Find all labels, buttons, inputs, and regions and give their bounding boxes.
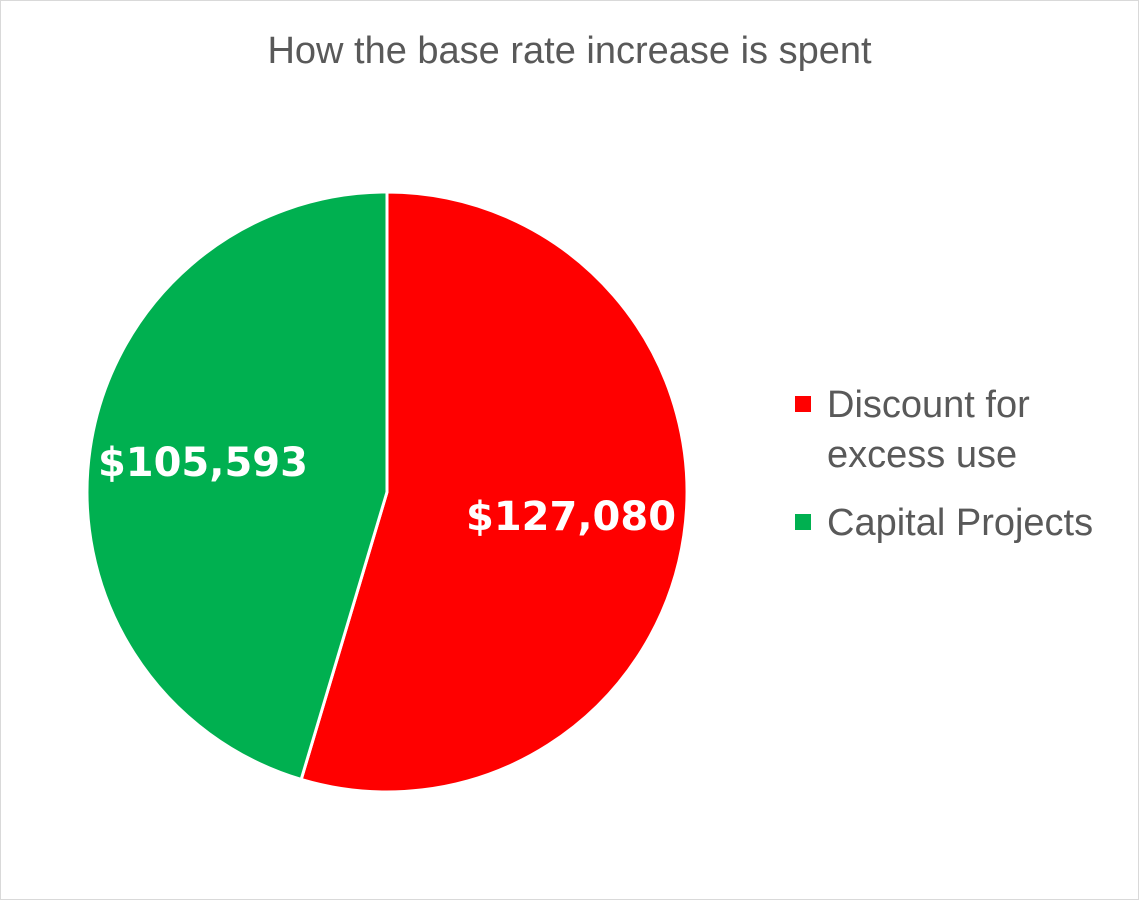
chart-legend: Discount for excess use Capital Projects bbox=[795, 380, 1093, 566]
slice-labels: $127,080 $105,593 bbox=[98, 440, 676, 540]
pie-slices bbox=[85, 190, 689, 794]
legend-item-discount: Discount for excess use bbox=[795, 380, 1093, 480]
legend-item-capital-projects: Capital Projects bbox=[795, 498, 1093, 548]
pie-slice-discount bbox=[299, 190, 689, 794]
legend-label-discount-line-1: Discount for bbox=[827, 384, 1030, 426]
slice-label-discount: $127,080 bbox=[466, 494, 676, 540]
legend-key-capital-projects bbox=[795, 514, 811, 530]
legend-label-discount-line-2: excess use bbox=[827, 434, 1018, 476]
pie-slice-capital-projects bbox=[85, 190, 389, 782]
chart-title: How the base rate increase is spent bbox=[267, 30, 872, 72]
legend-key-discount bbox=[795, 396, 811, 412]
legend-label-capital-projects: Capital Projects bbox=[827, 502, 1094, 544]
slice-label-capital-projects: $105,593 bbox=[98, 440, 308, 486]
